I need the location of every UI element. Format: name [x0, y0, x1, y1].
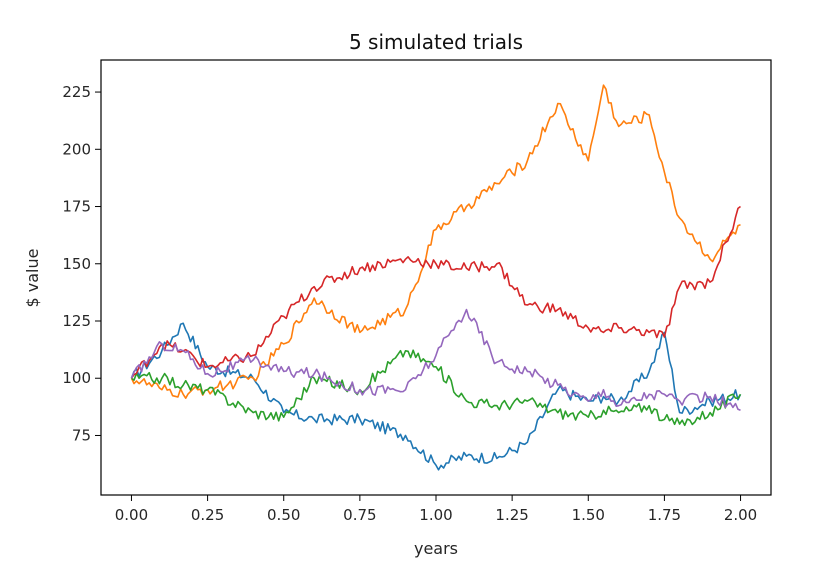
- x-tick-label: 1.25: [495, 506, 528, 524]
- y-tick-label: 200: [62, 140, 91, 158]
- x-tick-label: 1.75: [648, 506, 681, 524]
- series-layer: [130, 84, 742, 471]
- y-axis: 75 100 125 150 175 200 225: [62, 83, 101, 444]
- x-tick-label: 0.25: [191, 506, 224, 524]
- y-axis-label: $ value: [23, 249, 42, 308]
- y-tick-label: 150: [62, 255, 91, 273]
- x-axis: 0.00 0.25 0.50 0.75 1.00 1.25 1.50 1.75 2.00: [115, 495, 757, 524]
- plot-frame: [100, 59, 772, 496]
- series-line-1: [130, 322, 742, 471]
- series-line-4: [130, 205, 741, 379]
- y-tick-label: 225: [62, 83, 91, 101]
- y-tick-label: 125: [62, 312, 91, 330]
- x-tick-label: 2.00: [724, 506, 757, 524]
- series-line-2: [130, 84, 741, 399]
- x-tick-label: 0.50: [267, 506, 300, 524]
- series-line-3: [131, 349, 742, 427]
- chart-title: 5 simulated trials: [349, 30, 523, 54]
- x-axis-label: years: [414, 539, 458, 558]
- y-tick-label: 175: [62, 198, 91, 216]
- y-tick-label: 100: [62, 369, 91, 387]
- x-tick-label: 1.50: [572, 506, 605, 524]
- x-tick-label: 1.00: [419, 506, 452, 524]
- x-tick-label: 0.75: [343, 506, 376, 524]
- x-tick-label: 0.00: [115, 506, 148, 524]
- y-tick-label: 75: [72, 426, 91, 444]
- series-line-5: [130, 308, 741, 412]
